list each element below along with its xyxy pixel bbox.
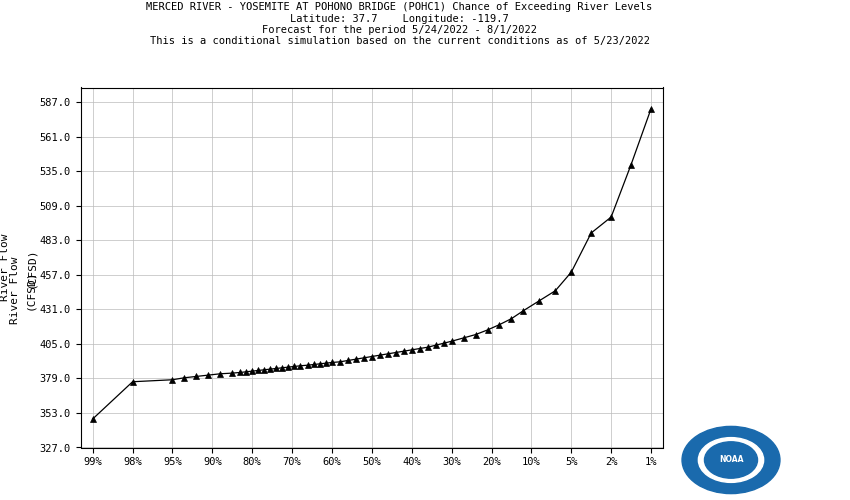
Circle shape — [682, 426, 780, 494]
Text: This is a conditional simulation based on the current conditions as of 5/23/2022: This is a conditional simulation based o… — [150, 36, 649, 46]
Circle shape — [699, 438, 763, 482]
Text: (CFSD): (CFSD) — [25, 270, 35, 310]
Text: NOAA: NOAA — [719, 456, 743, 464]
Text: Latitude: 37.7    Longitude: -119.7: Latitude: 37.7 Longitude: -119.7 — [290, 14, 509, 24]
Text: River Flow: River Flow — [0, 234, 10, 301]
Text: MERCED RIVER - YOSEMITE AT POHONO BRIDGE (POHC1) Chance of Exceeding River Level: MERCED RIVER - YOSEMITE AT POHONO BRIDGE… — [146, 2, 653, 12]
Text: River Flow: River Flow — [10, 256, 20, 324]
Text: (CFSD): (CFSD) — [26, 247, 37, 288]
Circle shape — [705, 442, 757, 478]
Text: Forecast for the period 5/24/2022 - 8/1/2022: Forecast for the period 5/24/2022 - 8/1/… — [262, 25, 537, 35]
